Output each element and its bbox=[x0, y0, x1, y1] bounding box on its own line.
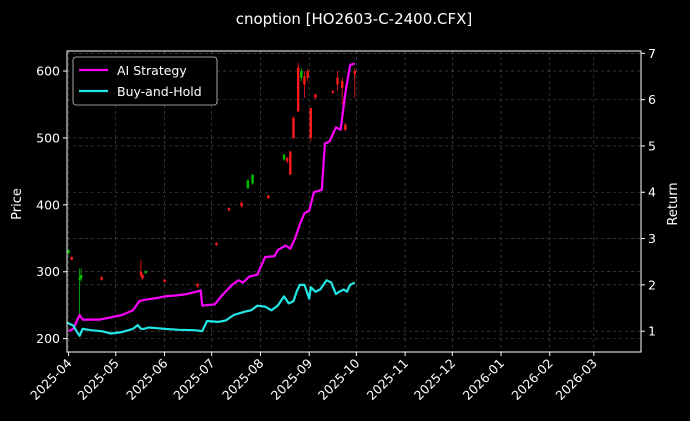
legend-label-buy-and-hold: Buy-and-Hold bbox=[117, 84, 202, 99]
candle bbox=[285, 156, 289, 164]
y-tick-label: 600 bbox=[36, 64, 60, 79]
candle-body bbox=[267, 195, 270, 199]
legend-box bbox=[72, 56, 218, 106]
candle-body bbox=[67, 250, 70, 254]
candle-body bbox=[246, 180, 250, 189]
candle-body bbox=[344, 124, 347, 130]
candle-body bbox=[141, 275, 144, 279]
candle-body bbox=[139, 271, 143, 276]
grid-lines bbox=[67, 51, 641, 352]
legend-label-ai-strategy: AI Strategy bbox=[117, 63, 187, 78]
candle-body bbox=[289, 151, 292, 175]
candle bbox=[251, 174, 254, 185]
candle-body bbox=[303, 76, 306, 85]
candle bbox=[331, 89, 334, 94]
candle-body bbox=[300, 71, 303, 78]
candle bbox=[306, 69, 309, 82]
candle-body bbox=[353, 71, 356, 75]
candle bbox=[139, 259, 143, 278]
candle bbox=[303, 71, 306, 98]
candle-body bbox=[309, 107, 312, 138]
chart-title: cnoption [HO2603-C-2400.CFX] bbox=[236, 10, 473, 28]
candle bbox=[314, 93, 317, 100]
candle-body bbox=[163, 279, 166, 282]
y-axis-title: Price bbox=[10, 188, 25, 220]
y-tick-label: 300 bbox=[36, 264, 60, 279]
candle-body bbox=[240, 202, 243, 207]
ai-strategy-line bbox=[68, 62, 356, 333]
y-tick-label: 200 bbox=[36, 331, 60, 346]
candle-body bbox=[306, 71, 309, 78]
candle-body bbox=[331, 91, 334, 93]
candle-body bbox=[296, 67, 300, 112]
candle bbox=[353, 67, 356, 98]
y2-tick-label: 5 bbox=[648, 138, 656, 153]
candle-body bbox=[144, 271, 147, 274]
y2-tick-label: 7 bbox=[648, 46, 656, 61]
candle-body bbox=[215, 242, 218, 245]
candle bbox=[240, 202, 243, 208]
buy-and-hold-line bbox=[66, 279, 356, 337]
candle-body bbox=[79, 275, 83, 279]
candle bbox=[196, 283, 199, 288]
candle bbox=[70, 256, 73, 261]
y2-tick-label: 4 bbox=[648, 185, 656, 200]
candle bbox=[341, 77, 344, 105]
candle-body bbox=[251, 174, 254, 184]
candle bbox=[267, 194, 270, 199]
candle bbox=[163, 279, 166, 283]
candle-body bbox=[341, 81, 344, 88]
candle-body bbox=[282, 154, 286, 160]
candle bbox=[78, 268, 81, 316]
candle bbox=[144, 270, 147, 274]
candle bbox=[79, 268, 83, 282]
candle bbox=[344, 123, 347, 132]
candle bbox=[292, 116, 295, 140]
candle bbox=[336, 71, 339, 92]
candle-body bbox=[78, 278, 81, 280]
candle bbox=[289, 151, 292, 175]
return-lines bbox=[66, 62, 356, 337]
y2-tick-label: 3 bbox=[648, 231, 656, 246]
y-tick-label: 500 bbox=[36, 130, 60, 145]
y2-tick-label: 1 bbox=[648, 324, 656, 339]
candle bbox=[67, 248, 70, 255]
y2-tick-label: 6 bbox=[648, 92, 656, 107]
candle bbox=[227, 207, 231, 212]
candle bbox=[300, 67, 303, 82]
plot-frame bbox=[66, 50, 642, 353]
candle bbox=[282, 154, 286, 161]
candle bbox=[296, 63, 300, 113]
candle bbox=[215, 242, 218, 247]
candle bbox=[100, 276, 103, 281]
legend: AI Strategy Buy-and-Hold bbox=[72, 56, 218, 106]
y-tick-label: 400 bbox=[36, 197, 60, 212]
candle-body bbox=[285, 158, 289, 162]
y2-tick-label: 2 bbox=[648, 277, 656, 292]
candle bbox=[141, 273, 144, 280]
y2-axis-title: Return bbox=[666, 182, 681, 225]
candle-body bbox=[292, 117, 295, 138]
candle-body bbox=[227, 208, 231, 211]
candle bbox=[309, 107, 312, 142]
candle bbox=[246, 179, 250, 189]
candle-body bbox=[196, 283, 199, 287]
price-candles bbox=[67, 63, 356, 316]
candle-body bbox=[314, 94, 317, 98]
candle-body bbox=[70, 257, 73, 260]
candle-body bbox=[100, 277, 103, 280]
candle-body bbox=[336, 77, 339, 85]
